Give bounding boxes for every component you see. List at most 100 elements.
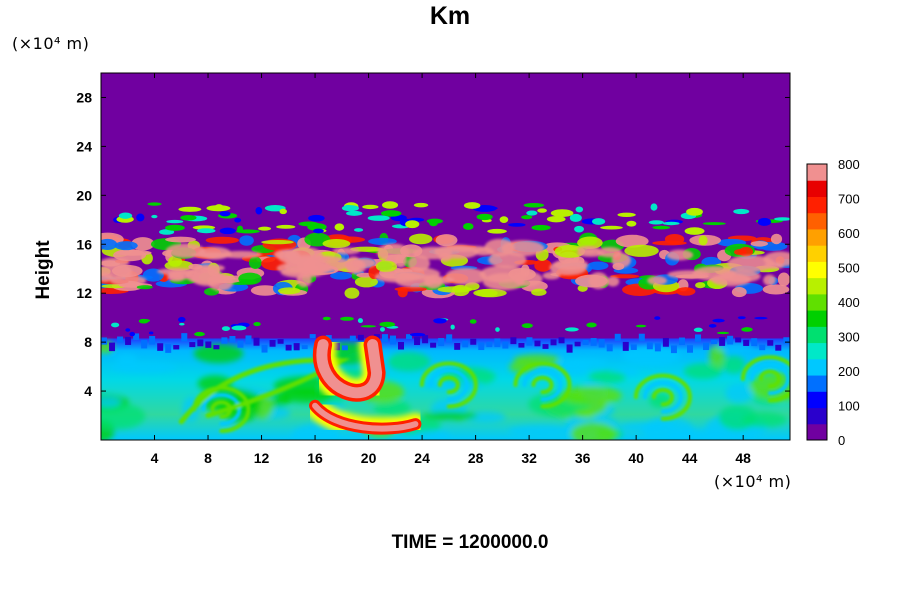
colorbar-label: 0 (838, 433, 845, 448)
filament (206, 205, 231, 212)
boundary-cap-cell (662, 337, 669, 347)
filament (166, 219, 184, 224)
filament (178, 316, 186, 323)
boundary-cap-cell (711, 339, 718, 345)
turbulent-cell (114, 241, 138, 251)
filament (279, 208, 287, 215)
boundary-cap-cell (221, 337, 228, 344)
turbulent-cell (238, 272, 262, 285)
x-tick-label: 20 (361, 450, 377, 466)
filament (253, 321, 261, 327)
boundary-cap-cell (229, 336, 236, 343)
filament (716, 331, 730, 335)
turbulent-core (611, 252, 631, 268)
turbulent-cell (695, 282, 706, 289)
filament (231, 325, 247, 331)
boundary-cap-cell (141, 340, 148, 349)
filament (712, 318, 725, 323)
filament (379, 321, 396, 327)
x-tick-label: 48 (735, 450, 751, 466)
filament (508, 222, 526, 227)
eddy (642, 416, 694, 440)
filament (426, 218, 443, 224)
filament (165, 224, 185, 231)
filament (550, 209, 574, 217)
boundary-cap-cell (775, 344, 782, 351)
filament (737, 316, 746, 320)
eddy (722, 355, 746, 374)
turbulent-core (101, 263, 133, 280)
turbulent-cell (577, 236, 603, 250)
boundary-cap-cell (542, 344, 549, 349)
filament (523, 202, 545, 208)
filament (575, 206, 584, 213)
boundary-cap-cell (783, 337, 790, 344)
filament (774, 217, 790, 221)
x-tick-label: 16 (307, 450, 323, 466)
boundary-cap-cell (670, 345, 677, 354)
boundary-cap-cell (454, 343, 461, 350)
boundary-cap-cell (389, 335, 396, 345)
boundary-cap-cell (566, 344, 573, 353)
filament (648, 220, 664, 225)
boundary-cap-cell (189, 342, 196, 348)
filament (346, 210, 363, 216)
colorbar-segment (807, 407, 827, 425)
boundary-cap-cell (478, 342, 485, 351)
x-tick-label: 12 (254, 450, 270, 466)
eddy (683, 363, 723, 380)
filament (693, 327, 703, 333)
filament (521, 323, 533, 329)
turbulent-core (197, 246, 232, 260)
turbulent-cell (115, 249, 152, 256)
filament (462, 222, 474, 230)
boundary-cap-cell (686, 345, 693, 353)
filament (308, 214, 325, 222)
turbulent-cell (248, 256, 262, 269)
swirl-arc (428, 368, 469, 402)
turbulent-core (332, 247, 360, 255)
eddy (741, 412, 788, 428)
turbulent-core (395, 273, 437, 288)
turbulent-core (667, 270, 710, 279)
filament (151, 214, 158, 219)
swirl-arc (178, 357, 351, 425)
boundary-cap-cell (213, 345, 220, 350)
filament (194, 331, 205, 337)
turbulent-core (277, 249, 301, 264)
colorbar-label: 200 (838, 364, 860, 379)
turbulent-cell (408, 233, 433, 245)
upper-filaments (111, 201, 790, 337)
turbulent-cell (731, 287, 747, 298)
filament (546, 215, 566, 223)
boundary-cap-cell (735, 337, 742, 343)
turbulent-core (666, 249, 694, 261)
turbulent-core (727, 255, 775, 272)
boundary-cap-cell (197, 339, 204, 347)
heatmap-field (101, 73, 790, 440)
filament (499, 216, 509, 223)
filament (147, 202, 162, 206)
swirl-arc (201, 393, 242, 426)
filament (495, 327, 500, 332)
turbulent-core (407, 255, 430, 272)
y-tick-label: 16 (76, 236, 92, 252)
boundary-cap-cell (510, 337, 517, 345)
filament (219, 211, 231, 217)
filament (754, 316, 768, 320)
colorbar-segment (807, 196, 827, 214)
filament (360, 325, 376, 328)
eddy (622, 345, 680, 367)
boundary-cap-cell (165, 344, 172, 353)
filament (733, 208, 750, 215)
x-axis: 4 8 12 16 20 24 28 32 36 40 44 48 (151, 73, 751, 466)
boundary-cap-cell (422, 335, 429, 344)
boundary-top (101, 333, 790, 354)
swirl-arc (210, 400, 233, 419)
filament (486, 206, 498, 210)
turbulent-core (220, 250, 263, 259)
turbulent-core (542, 271, 561, 280)
turbulent-cell (777, 272, 790, 287)
colorbar-segment (807, 423, 827, 441)
